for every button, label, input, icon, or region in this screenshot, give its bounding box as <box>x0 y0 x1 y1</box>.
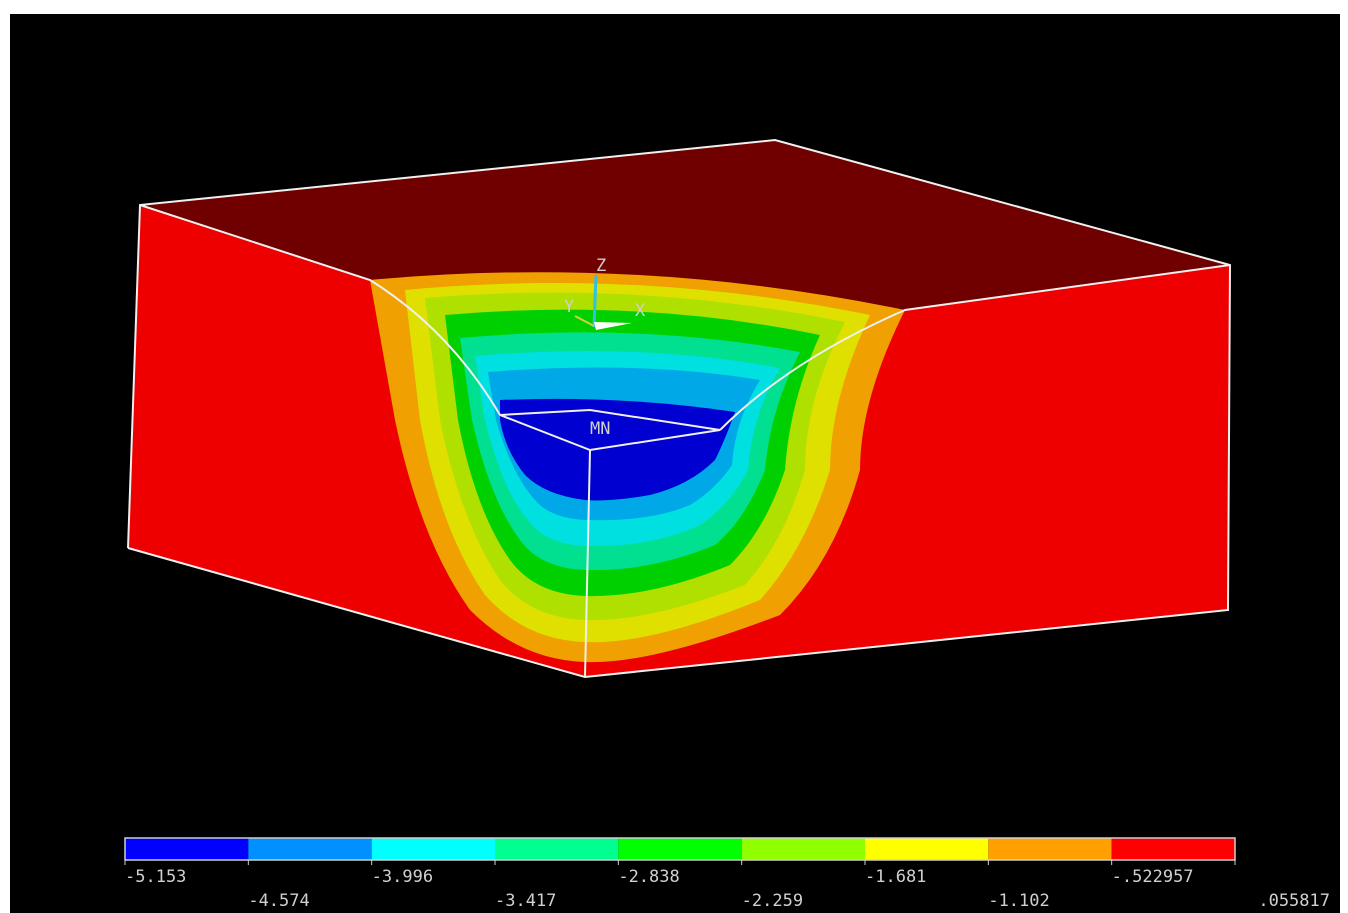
legend-label: -2.259 <box>742 891 803 911</box>
y-axis <box>574 315 595 327</box>
edge <box>719 264 1231 431</box>
legend-frame <box>124 837 1236 861</box>
legend-label: -3.996 <box>372 867 433 887</box>
triad-label: X <box>635 301 646 321</box>
edge <box>139 204 501 416</box>
legend-swatch <box>618 838 742 860</box>
legend: -5.153 -4.574 -3.996 -3.417 -2.838 -2.259 -1.6… <box>124 837 1330 911</box>
contour-bands <box>370 272 905 663</box>
legend-swatch <box>248 838 372 860</box>
triad-label: Z <box>596 256 606 276</box>
legend-swatch <box>988 838 1112 860</box>
legend-swatch <box>125 838 249 860</box>
legend-label: -2.838 <box>618 867 679 887</box>
legend-label: -3.417 <box>495 891 556 911</box>
edge <box>584 449 591 678</box>
z-axis <box>592 274 598 328</box>
min-marker: MN <box>590 419 610 439</box>
legend-label: -.522957 <box>1112 867 1194 887</box>
legend-swatch <box>741 838 865 860</box>
legend-label: .055817 <box>1258 891 1330 911</box>
legend-label: -5.153 <box>125 867 186 887</box>
legend-label: -1.681 <box>865 867 926 887</box>
legend-swatch <box>1111 838 1235 860</box>
triad: Z Y X <box>564 256 646 330</box>
x-axis <box>594 322 632 330</box>
legend-swatch <box>495 838 619 860</box>
legend-swatch <box>865 838 989 860</box>
legend-swatch <box>371 838 495 860</box>
legend-label: -1.102 <box>988 891 1049 911</box>
edges <box>127 138 1232 679</box>
legend-label: -4.574 <box>248 891 309 911</box>
triad-label: Y <box>564 297 574 317</box>
edge <box>499 408 721 452</box>
